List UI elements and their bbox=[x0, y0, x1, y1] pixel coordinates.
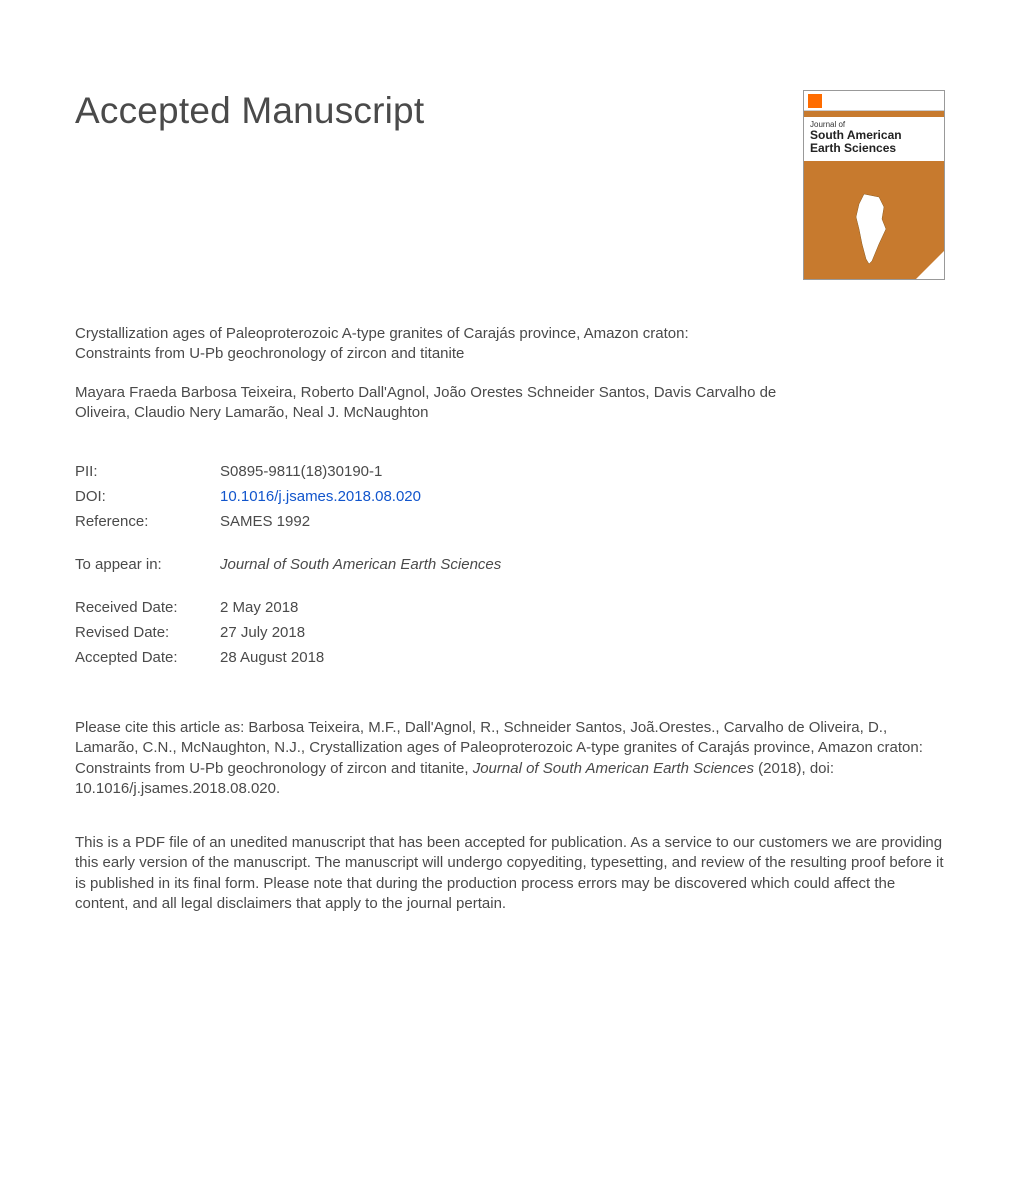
citation-paragraph: Please cite this article as: Barbosa Tei… bbox=[75, 718, 945, 799]
citation-journal: Journal of South American Earth Sciences bbox=[473, 760, 754, 777]
article-title: Crystallization ages of Paleoproterozoic… bbox=[75, 324, 755, 365]
doi-link[interactable]: 10.1016/j.jsames.2018.08.020 bbox=[220, 488, 421, 505]
pii-value: S0895-9811(18)30190-1 bbox=[220, 459, 501, 484]
reference-label: Reference: bbox=[75, 509, 220, 534]
meta-row-revised: Revised Date: 27 July 2018 bbox=[75, 620, 501, 645]
received-label: Received Date: bbox=[75, 595, 220, 620]
meta-row-appear: To appear in: Journal of South American … bbox=[75, 552, 501, 577]
accepted-label: Accepted Date: bbox=[75, 645, 220, 670]
meta-row-doi: DOI: 10.1016/j.jsames.2018.08.020 bbox=[75, 484, 501, 509]
meta-row-accepted: Accepted Date: 28 August 2018 bbox=[75, 645, 501, 670]
cover-publisher-bar bbox=[804, 91, 944, 111]
accepted-manuscript-heading: Accepted Manuscript bbox=[75, 90, 424, 132]
received-value: 2 May 2018 bbox=[220, 595, 501, 620]
revised-label: Revised Date: bbox=[75, 620, 220, 645]
reference-value: SAMES 1992 bbox=[220, 509, 501, 534]
disclaimer-paragraph: This is a PDF file of an unedited manusc… bbox=[75, 833, 945, 914]
appear-label: To appear in: bbox=[75, 552, 220, 577]
meta-row-pii: PII: S0895-9811(18)30190-1 bbox=[75, 459, 501, 484]
doi-label: DOI: bbox=[75, 484, 220, 509]
elsevier-logo-icon bbox=[808, 94, 822, 108]
meta-row-received: Received Date: 2 May 2018 bbox=[75, 595, 501, 620]
journal-cover-thumbnail: Journal of South American Earth Sciences bbox=[803, 90, 945, 280]
pii-label: PII: bbox=[75, 459, 220, 484]
cover-page-fold-icon bbox=[916, 251, 944, 279]
cover-journal-name-line2: Earth Sciences bbox=[810, 142, 938, 155]
authors-list: Mayara Fraeda Barbosa Teixeira, Roberto … bbox=[75, 383, 795, 424]
cover-title-box: Journal of South American Earth Sciences bbox=[804, 117, 944, 161]
header-row: Accepted Manuscript Journal of South Ame… bbox=[75, 90, 945, 280]
revised-value: 27 July 2018 bbox=[220, 620, 501, 645]
meta-row-reference: Reference: SAMES 1992 bbox=[75, 509, 501, 534]
appear-value: Journal of South American Earth Sciences bbox=[220, 556, 501, 573]
metadata-table: PII: S0895-9811(18)30190-1 DOI: 10.1016/… bbox=[75, 459, 501, 670]
accepted-value: 28 August 2018 bbox=[220, 645, 501, 670]
spacer bbox=[75, 577, 501, 595]
spacer bbox=[75, 534, 501, 552]
spacer bbox=[75, 698, 945, 718]
